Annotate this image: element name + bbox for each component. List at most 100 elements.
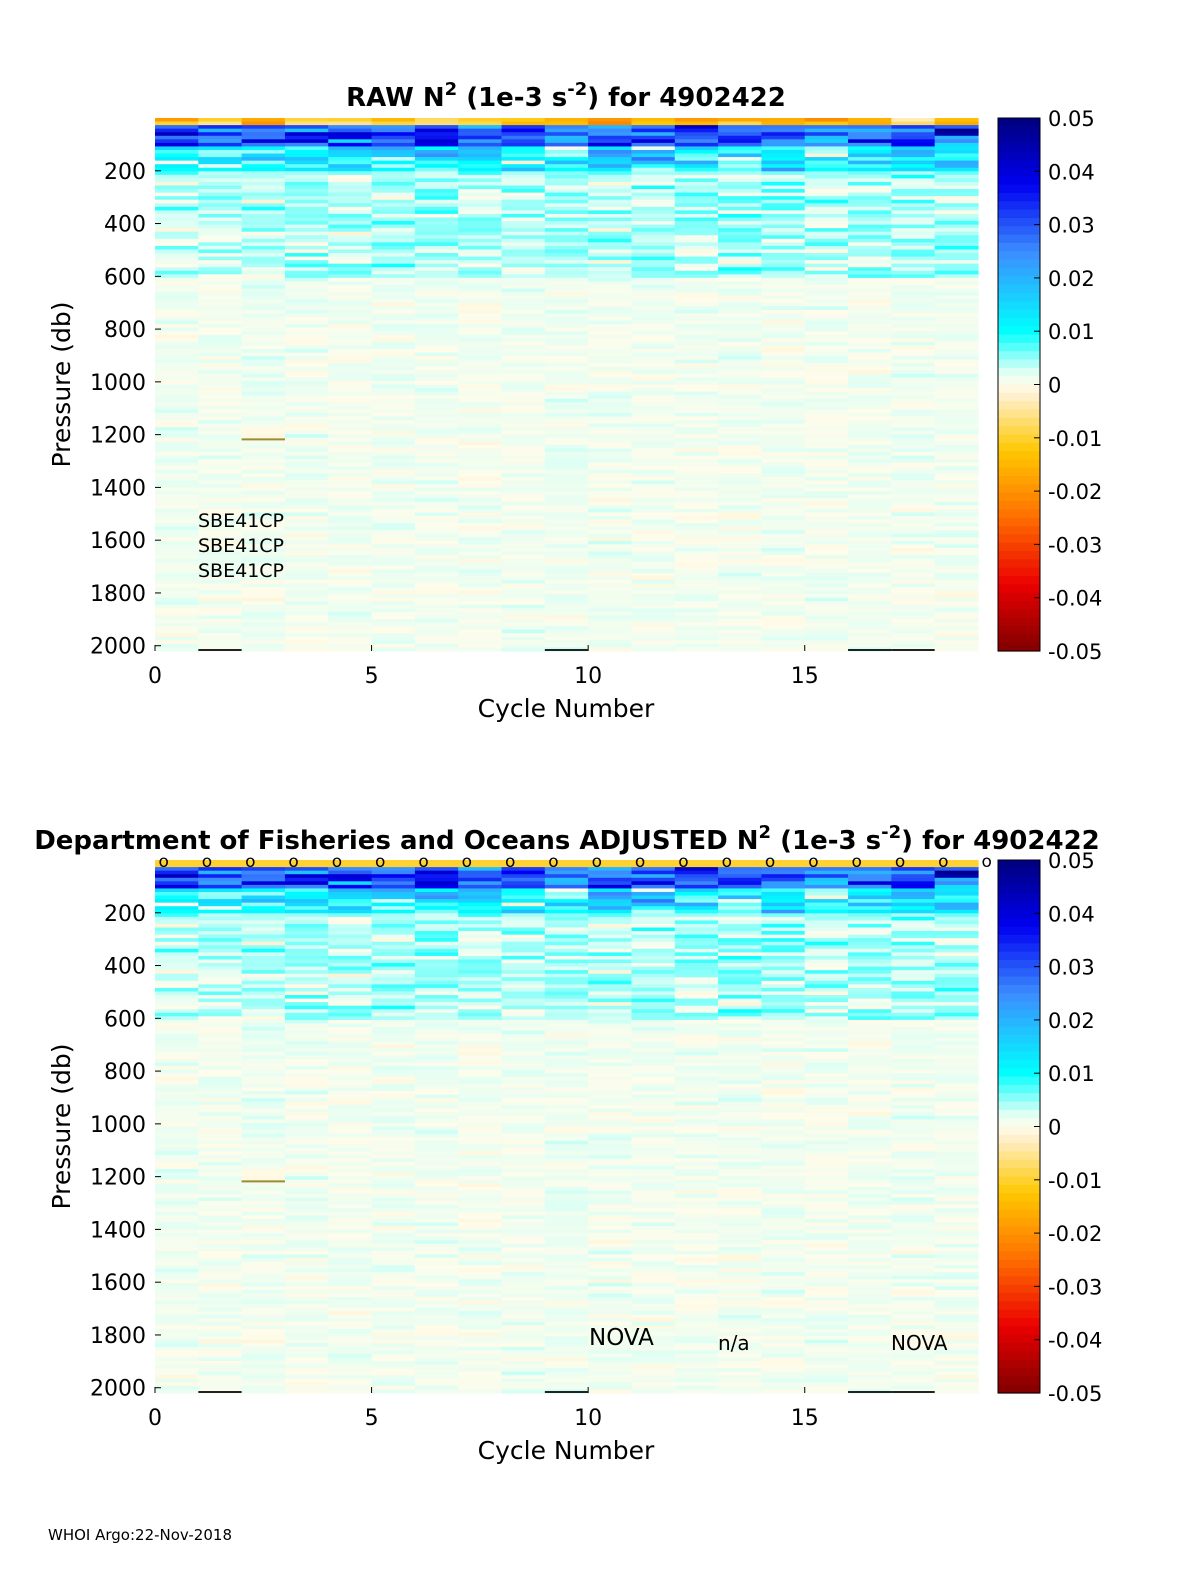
heatmap-cell [934, 260, 979, 265]
heatmap-cell [544, 476, 589, 482]
heatmap-cell [544, 1101, 589, 1106]
heatmap-cell [198, 579, 243, 585]
heatmap-cell [891, 238, 936, 243]
heatmap-cell [155, 888, 199, 893]
heatmap-cell [631, 1183, 676, 1188]
heatmap-cell [588, 121, 633, 126]
heatmap-cell [371, 1250, 416, 1256]
heatmap-cell [718, 1073, 763, 1078]
heatmap-cell [544, 203, 589, 208]
heatmap-cell [718, 977, 763, 982]
heatmap-cell [371, 263, 416, 268]
heatmap-cell [761, 420, 806, 425]
heatmap-cell [631, 1350, 676, 1355]
heatmap-cell [501, 363, 546, 368]
heatmap-cell [284, 253, 329, 258]
heatmap-cell [284, 1218, 329, 1224]
heatmap-cell [544, 206, 589, 211]
heatmap-cell [848, 380, 892, 386]
heatmap-cell [544, 388, 589, 393]
heatmap-cell [241, 260, 286, 265]
heatmap-cell [848, 409, 892, 414]
heatmap-cell [674, 231, 719, 236]
heatmap-cell [501, 530, 546, 535]
heatmap-cell [674, 1023, 719, 1028]
heatmap-cell [328, 1346, 373, 1351]
heatmap-cell [155, 487, 199, 492]
heatmap-cell [414, 327, 459, 332]
heatmap-cell [241, 448, 286, 453]
heatmap-cell [458, 1055, 503, 1060]
heatmap-cell [588, 1201, 633, 1206]
heatmap-cell [674, 1314, 719, 1319]
heatmap-cell [198, 299, 243, 304]
heatmap-cell [458, 356, 503, 361]
heatmap-cell [198, 1257, 243, 1263]
heatmap-cell [371, 970, 416, 975]
heatmap-cell [371, 402, 416, 407]
heatmap-cell [891, 427, 936, 432]
heatmap-cell [761, 615, 806, 620]
heatmap-cell [284, 448, 329, 453]
heatmap-cell [155, 494, 199, 499]
heatmap-cell [284, 643, 329, 649]
heatmap-cell [891, 409, 936, 414]
heatmap-cell [198, 622, 243, 627]
heatmap-cell [891, 494, 936, 499]
heatmap-cell [718, 373, 763, 378]
heatmap-cell [934, 626, 979, 631]
heatmap-cell [414, 931, 459, 936]
heatmap-cell [371, 135, 416, 140]
colorbar-tick-label: 0.03 [1048, 214, 1095, 238]
heatmap-cell [284, 118, 329, 123]
heatmap-cell [198, 1073, 243, 1078]
heatmap-cell [891, 434, 936, 439]
heatmap-cell [155, 870, 199, 875]
heatmap-cell [155, 1222, 199, 1227]
heatmap-cell [155, 533, 199, 538]
heatmap-cell [588, 1147, 633, 1152]
heatmap-cell [241, 1375, 286, 1380]
heatmap-cell [631, 1311, 676, 1316]
heatmap-cell [718, 253, 763, 258]
heatmap-cell [284, 508, 329, 514]
heatmap-cell [674, 555, 719, 560]
colorbar-swatch [998, 592, 1040, 602]
heatmap-cell [198, 1012, 243, 1017]
heatmap-cell [241, 977, 286, 982]
heatmap-cell [458, 459, 503, 464]
heatmap-cell [198, 945, 243, 950]
heatmap-cell [155, 530, 199, 535]
heatmap-cell [934, 448, 979, 453]
heatmap-cell [371, 959, 416, 964]
heatmap-cell [371, 388, 416, 393]
heatmap-cell [631, 213, 676, 219]
heatmap-cell [501, 483, 546, 489]
heatmap-cell [241, 1126, 286, 1131]
heatmap-cell [804, 608, 849, 613]
heatmap-cell [631, 263, 676, 268]
heatmap-cell [934, 537, 979, 542]
heatmap-cell [198, 334, 243, 339]
heatmap-cell [284, 309, 329, 315]
heatmap-cell [198, 1197, 243, 1202]
heatmap-cell [414, 1151, 459, 1156]
heatmap-cell [761, 224, 806, 229]
heatmap-cell [891, 306, 936, 311]
heatmap-cell [328, 242, 373, 247]
heatmap-cell [458, 916, 503, 921]
heatmap-cell [284, 1169, 329, 1174]
heatmap-cell [674, 466, 719, 471]
heatmap-cell [631, 1282, 676, 1287]
heatmap-cell [674, 1101, 719, 1106]
heatmap-cell [241, 1062, 286, 1067]
heatmap-cell [328, 920, 373, 925]
heatmap-cell [371, 1027, 416, 1032]
heatmap-cell [848, 366, 892, 371]
heatmap-cell [718, 277, 763, 283]
heatmap-cell [284, 462, 329, 467]
heatmap-cell [458, 1137, 503, 1142]
heatmap-cell [891, 313, 936, 318]
heatmap-cell [501, 1318, 546, 1323]
heatmap-cell [284, 206, 329, 211]
